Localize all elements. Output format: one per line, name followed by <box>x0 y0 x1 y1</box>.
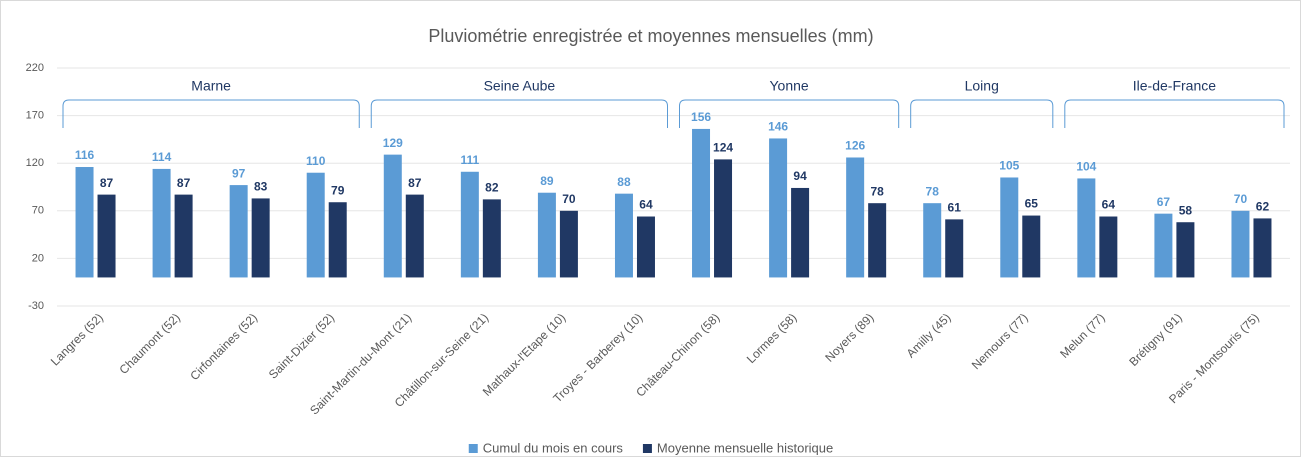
bar <box>1077 178 1096 278</box>
group-label: Marne <box>191 78 231 94</box>
value-label: 58 <box>1179 203 1193 217</box>
legend-label: Cumul du mois en cours <box>483 440 624 455</box>
y-tick-label: 70 <box>32 205 44 217</box>
value-label: 82 <box>485 181 499 195</box>
value-label: 87 <box>177 176 191 190</box>
y-tick-label: 220 <box>26 62 44 74</box>
value-label: 110 <box>306 154 326 168</box>
value-label: 70 <box>1234 192 1248 206</box>
group-label: Ile-de-France <box>1133 78 1216 94</box>
value-label: 111 <box>460 153 479 167</box>
bar <box>559 210 578 278</box>
bar <box>1154 213 1173 278</box>
value-label: 146 <box>768 120 788 134</box>
value-label: 64 <box>1102 198 1116 212</box>
group-label: Seine Aube <box>484 78 556 94</box>
y-tick-label: 170 <box>26 110 44 122</box>
value-label: 116 <box>75 148 95 162</box>
bar <box>537 192 556 278</box>
legend-swatch <box>468 444 478 453</box>
bar <box>846 157 865 278</box>
bar <box>383 154 402 278</box>
value-label: 79 <box>331 183 345 197</box>
value-label: 114 <box>152 150 172 164</box>
value-label: 97 <box>232 166 246 180</box>
value-label: 78 <box>870 184 884 198</box>
value-label: 87 <box>100 176 114 190</box>
value-label: 129 <box>383 136 403 150</box>
bar <box>75 167 94 278</box>
value-label: 83 <box>254 180 268 194</box>
bar <box>1253 218 1272 278</box>
group-bracket <box>679 99 900 128</box>
bar <box>945 219 964 278</box>
value-label: 94 <box>793 169 807 183</box>
bar <box>636 216 655 278</box>
value-label: 105 <box>999 159 1019 173</box>
bar <box>152 168 171 278</box>
y-tick-label: 120 <box>26 157 44 169</box>
value-label: 78 <box>926 184 940 198</box>
bar <box>791 187 810 278</box>
value-label: 62 <box>1256 200 1270 214</box>
bar <box>692 128 711 278</box>
legend-label: Moyenne mensuelle historique <box>657 440 833 455</box>
value-label: 70 <box>562 192 576 206</box>
value-label: 124 <box>713 141 733 155</box>
bar <box>714 159 733 278</box>
bar <box>460 171 479 278</box>
bar <box>923 203 942 278</box>
bar <box>229 185 248 278</box>
value-label: 104 <box>1076 160 1096 174</box>
group-label: Loing <box>965 78 999 94</box>
bar <box>405 194 424 278</box>
bar <box>251 198 270 278</box>
chart-title: Pluviométrie enregistrée et moyennes men… <box>428 26 873 46</box>
value-label: 156 <box>691 110 711 124</box>
bar <box>1099 216 1118 278</box>
legend-swatch <box>642 444 652 453</box>
value-label: 65 <box>1025 197 1039 211</box>
bar <box>482 199 501 278</box>
bar <box>328 202 347 278</box>
y-tick-label: 20 <box>32 252 44 264</box>
bar <box>97 194 116 278</box>
bar <box>174 194 193 278</box>
bar <box>1000 177 1019 278</box>
y-tick-label: -30 <box>28 300 44 312</box>
bar <box>868 203 887 278</box>
group-bracket <box>370 99 668 128</box>
value-label: 89 <box>540 174 554 188</box>
bar <box>1231 210 1250 278</box>
group-bracket <box>62 99 360 128</box>
bar <box>614 193 633 278</box>
bar <box>306 172 325 278</box>
bar <box>1176 222 1195 278</box>
value-label: 87 <box>408 176 422 190</box>
value-label: 64 <box>639 198 653 212</box>
value-label: 88 <box>617 175 631 189</box>
value-label: 67 <box>1157 195 1171 209</box>
value-label: 126 <box>845 139 865 153</box>
bar <box>1022 215 1041 278</box>
bar <box>769 138 788 278</box>
value-label: 61 <box>948 201 962 215</box>
group-label: Yonne <box>769 78 808 94</box>
group-bracket <box>1064 99 1285 128</box>
group-bracket <box>910 99 1054 128</box>
